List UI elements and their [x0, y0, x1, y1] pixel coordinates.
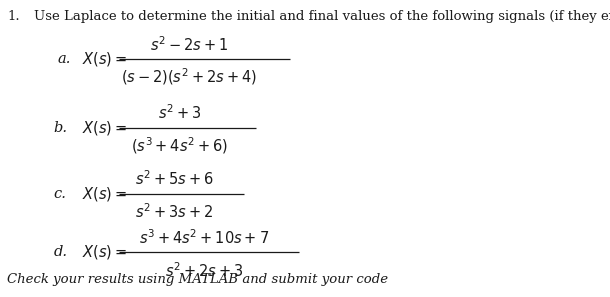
Text: $X(s) =$: $X(s) =$: [82, 119, 127, 137]
Text: 1.: 1.: [7, 10, 20, 23]
Text: $s^3 + 4s^2 + 10s + 7$: $s^3 + 4s^2 + 10s + 7$: [139, 228, 270, 247]
Text: d.: d.: [54, 245, 68, 260]
Text: c.: c.: [54, 187, 66, 201]
Text: $s^2 + 3$: $s^2 + 3$: [159, 104, 201, 122]
Text: a.: a.: [58, 52, 71, 67]
Text: $X(s) =$: $X(s) =$: [82, 185, 127, 203]
Text: $s^2 + 3s + 2$: $s^2 + 3s + 2$: [135, 203, 213, 221]
Text: Check your results using MATLAB and submit your code: Check your results using MATLAB and subm…: [7, 273, 389, 286]
Text: Use Laplace to determine the initial and final values of the following signals (: Use Laplace to determine the initial and…: [34, 10, 610, 23]
Text: $s^2 + 5s + 6$: $s^2 + 5s + 6$: [135, 170, 213, 188]
Text: $(s-2)(s^2 + 2s + 4)$: $(s-2)(s^2 + 2s + 4)$: [121, 66, 257, 87]
Text: $X(s) =$: $X(s) =$: [82, 50, 127, 68]
Text: $X(s) =$: $X(s) =$: [82, 244, 127, 261]
Text: b.: b.: [54, 121, 68, 135]
Text: $(s^3 + 4s^2 + 6)$: $(s^3 + 4s^2 + 6)$: [131, 136, 229, 157]
Text: $s^2 - 2s + 1$: $s^2 - 2s + 1$: [150, 35, 228, 54]
Text: $s^2 + 2s + 3$: $s^2 + 2s + 3$: [165, 261, 243, 279]
